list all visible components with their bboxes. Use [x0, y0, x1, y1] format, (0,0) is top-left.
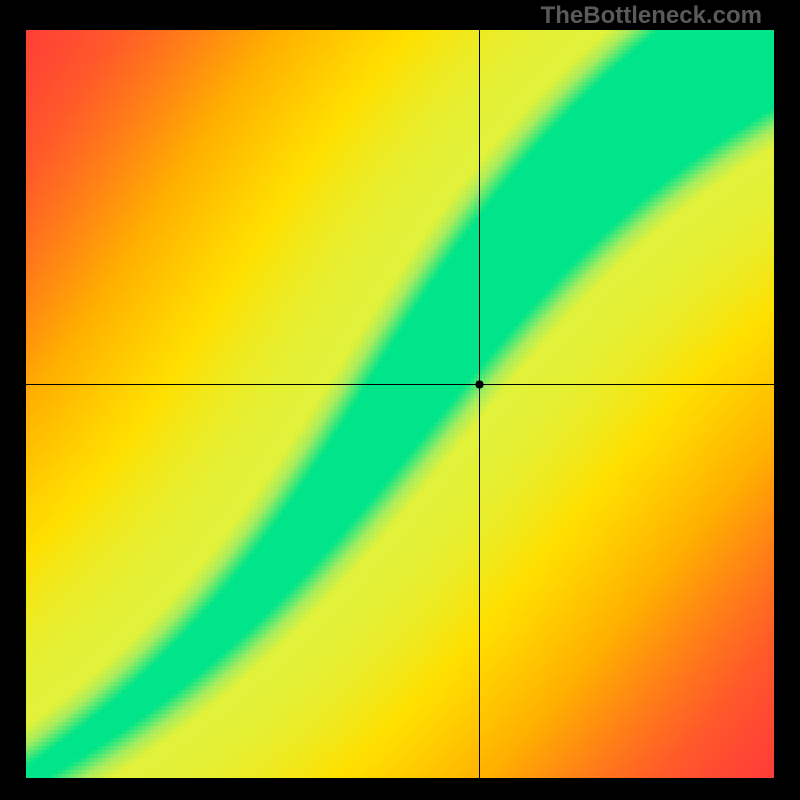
- chart-container: TheBottleneck.com: [0, 0, 800, 800]
- crosshair-overlay: [26, 30, 774, 778]
- watermark-text: TheBottleneck.com: [541, 2, 762, 30]
